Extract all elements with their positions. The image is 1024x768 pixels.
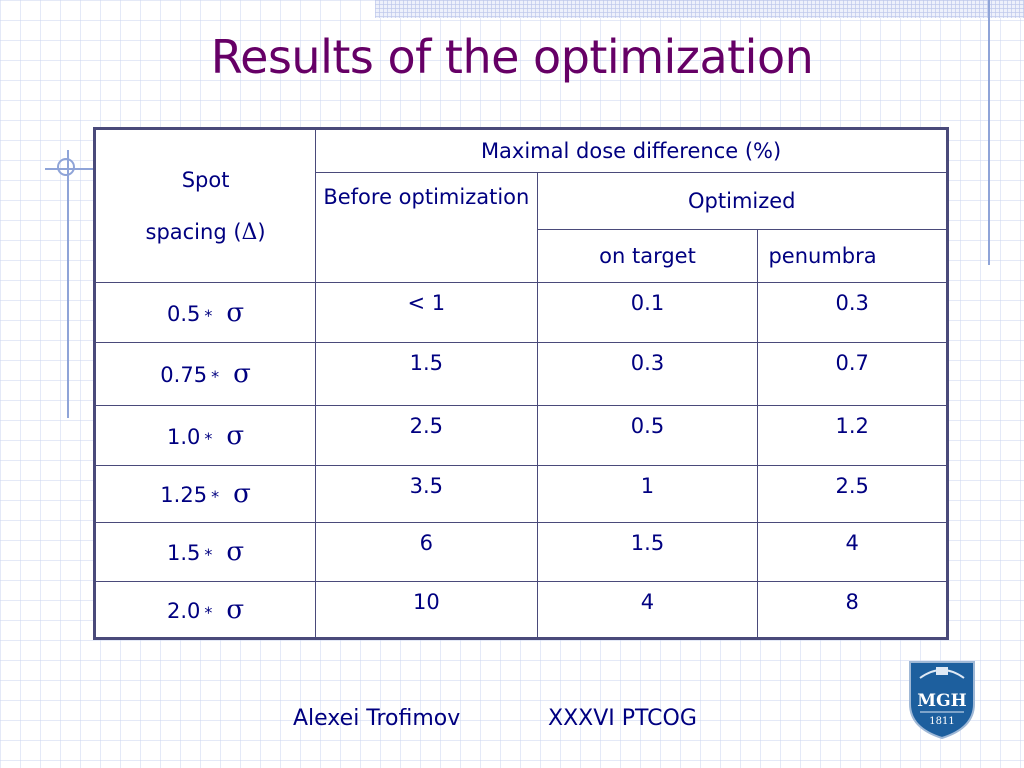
spacing-cell: 2.0 * σ (93, 581, 317, 639)
header-spacing-line: spacing (Δ) (102, 220, 309, 245)
sigma-symbol: σ (233, 479, 251, 509)
before-cell: 2.5 (315, 405, 538, 466)
star-symbol: * (204, 545, 213, 564)
decorative-line-left (67, 150, 69, 418)
delta-symbol: Δ (241, 219, 258, 245)
table-header-row: Before optimization Optimized (95, 172, 949, 283)
slide-title: Results of the optimization (210, 30, 814, 84)
top-decoration-band (375, 0, 1024, 18)
star-symbol: * (204, 428, 213, 448)
before-cell: < 1 (315, 282, 538, 343)
header-before: Before optimization (315, 172, 538, 283)
on-target-cell: 0.5 (536, 405, 759, 466)
on-target-cell: 4 (536, 581, 759, 639)
table-row: 2.0 * σ 10 4 8 (93, 581, 948, 639)
footer-event: XXXVI PTCOG (548, 706, 697, 731)
spacing-cell: 0.75 * σ (93, 342, 317, 406)
spacing-value: 0.5 (166, 301, 201, 326)
on-target-cell: 0.3 (536, 342, 759, 406)
table-header-row: on target penumbra (95, 229, 948, 283)
header-optimized: Optimized (536, 172, 949, 230)
table-row: 1.5 * σ 6 1.5 4 (93, 522, 948, 582)
before-cell: 3.5 (315, 465, 538, 523)
header-on-target: on target (536, 229, 759, 283)
decorative-line-right (988, 0, 990, 265)
header-penumbra: penumbra (757, 229, 948, 283)
spacing-cell: 1.5 * σ (93, 522, 317, 582)
star-symbol: * (204, 305, 213, 325)
logo-cupola-icon (936, 667, 948, 675)
sigma-symbol: σ (226, 297, 245, 328)
penumbra-cell: 0.7 (757, 342, 948, 406)
sigma-symbol: σ (233, 359, 251, 389)
spacing-value: 1.0 (166, 424, 201, 449)
star-symbol: * (211, 367, 220, 386)
before-cell: 10 (315, 581, 538, 639)
penumbra-cell: 2.5 (757, 465, 948, 523)
footer-author: Alexei Trofimov (293, 706, 461, 731)
header-max-dose: Maximal dose difference (%) (315, 128, 948, 173)
before-cell: 1.5 (315, 342, 538, 406)
before-cell: 6 (315, 522, 538, 582)
star-symbol: * (204, 602, 213, 622)
spacing-value: 1.25 (160, 483, 208, 507)
spacing-value: 1.5 (166, 541, 201, 565)
spacing-value: 0.75 (160, 363, 208, 387)
penumbra-cell: 8 (757, 581, 948, 639)
star-symbol: * (211, 487, 220, 506)
header-spot-spacing: Spot spacing (Δ) (93, 128, 317, 283)
spacing-cell: 1.0 * σ (93, 405, 317, 466)
header-spacing: spacing ( (145, 219, 242, 244)
decorative-circle (57, 158, 75, 176)
spacing-cell: 1.25 * σ (93, 465, 317, 523)
on-target-cell: 1.5 (536, 522, 759, 582)
header-spacing-close: ) (257, 219, 266, 244)
penumbra-cell: 0.3 (757, 282, 948, 343)
table-row: 0.5 * σ < 1 0.1 0.3 (93, 282, 948, 343)
table-header-row: Spot spacing (Δ) Maximal dose difference… (93, 128, 948, 283)
results-table: Spot spacing (Δ) Maximal dose difference… (93, 127, 949, 640)
logo-shield-icon (909, 661, 975, 740)
logo-year: 1811 (929, 716, 954, 727)
header-spot: Spot (181, 167, 230, 192)
table-row: 1.0 * σ 2.5 0.5 1.2 (93, 405, 948, 466)
spacing-value: 2.0 (166, 598, 201, 623)
on-target-cell: 1 (536, 465, 759, 523)
logo-text: MGH (917, 691, 966, 711)
sigma-symbol: σ (226, 594, 245, 625)
mgh-logo: MGH 1811 (909, 661, 975, 740)
on-target-cell: 0.1 (536, 282, 759, 343)
penumbra-cell: 1.2 (757, 405, 948, 466)
sigma-symbol: σ (226, 420, 245, 451)
penumbra-cell: 4 (757, 522, 948, 582)
spacing-cell: 0.5 * σ (93, 282, 317, 343)
table-row: 1.25 * σ 3.5 1 2.5 (93, 465, 948, 523)
sigma-symbol: σ (226, 537, 245, 567)
table-row: 0.75 * σ 1.5 0.3 0.7 (93, 342, 948, 406)
